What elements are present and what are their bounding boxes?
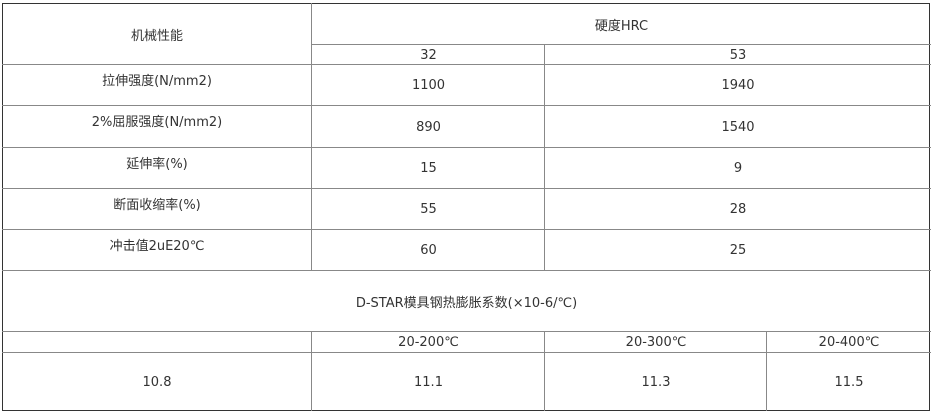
row-value-32: 60 — [311, 229, 545, 271]
expansion-header-empty — [2, 331, 312, 353]
row-value-32: 1100 — [311, 64, 545, 106]
row-value-53: 9 — [544, 147, 931, 189]
row-label: 延伸率(%) — [2, 147, 312, 189]
row-label: 冲击值2uE20℃ — [2, 229, 312, 271]
row-value-53: 25 — [544, 229, 931, 271]
header-label: 机械性能 — [130, 28, 183, 44]
row-value-32: 55 — [311, 188, 545, 230]
hardness-53: 53 — [544, 44, 931, 65]
row-label: 断面收缩率(%) — [2, 188, 312, 230]
expansion-header-200: 20-200℃ — [311, 331, 545, 353]
properties-table — [2, 3, 930, 411]
row-label: 拉伸强度(N/mm2) — [2, 64, 312, 106]
expansion-header-400: 20-400℃ — [766, 331, 931, 353]
expansion-header-300: 20-300℃ — [544, 331, 767, 353]
expansion-value-400: 11.5 — [766, 352, 931, 411]
row-value-53: 28 — [544, 188, 931, 230]
row-value-53: 1940 — [544, 64, 931, 106]
row-value-32: 890 — [311, 105, 545, 148]
expansion-title: D-STAR模具钢热膨胀系数(×10-6/℃) — [2, 270, 931, 332]
row-value-53: 1540 — [544, 105, 931, 148]
expansion-value-300: 11.3 — [544, 352, 767, 411]
expansion-value-200: 11.1 — [311, 352, 545, 411]
hardness-32: 32 — [311, 44, 545, 65]
hardness-header: 硬度HRC — [311, 3, 931, 45]
row-label: 2%屈服强度(N/mm2) — [2, 105, 312, 148]
expansion-value-base: 10.8 — [2, 352, 312, 411]
row-value-32: 15 — [311, 147, 545, 189]
